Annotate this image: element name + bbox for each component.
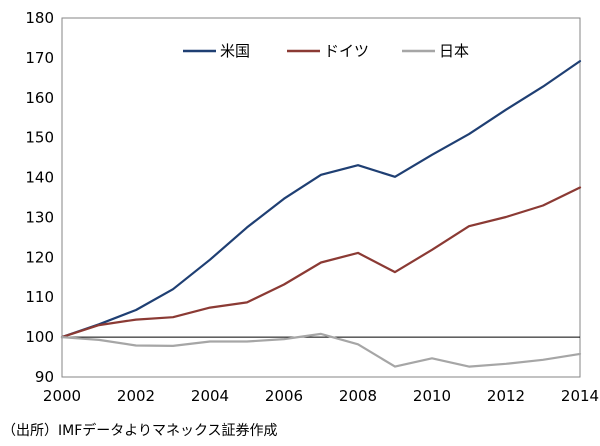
y-tick-label: 160 [25, 89, 54, 107]
x-tick-label: 2010 [413, 387, 451, 405]
source-note: （出所）IMFデータよりマネックス証券作成 [2, 423, 278, 439]
series-line-1 [60, 59, 582, 339]
legend: 米国 ドイツ 日本 [183, 42, 469, 60]
x-tick-label: 2004 [191, 387, 229, 405]
series-line-3 [60, 332, 582, 368]
plot-area [61, 17, 581, 378]
y-tick-label: 150 [25, 129, 54, 147]
y-tick-label: 120 [25, 248, 54, 266]
y-tick-label: 100 [25, 328, 54, 346]
x-axis: 2000 2002 2004 2006 2008 2010 2012 2014 [43, 387, 599, 405]
series-line-2 [60, 186, 582, 339]
legend-label-2: ドイツ [324, 42, 369, 60]
x-tick-label: 2006 [265, 387, 303, 405]
legend-label-3: 日本 [439, 42, 469, 60]
x-tick-label: 2000 [43, 387, 81, 405]
x-tick-label: 2002 [117, 387, 155, 405]
y-tick-label: 90 [35, 368, 54, 386]
x-tick-label: 2014 [561, 387, 599, 405]
legend-label-1: 米国 [220, 42, 250, 60]
y-tick-label: 140 [25, 169, 54, 187]
x-tick-label: 2008 [339, 387, 377, 405]
x-tick-label: 2012 [487, 387, 525, 405]
y-tick-label: 170 [25, 49, 54, 67]
y-tick-label: 180 [25, 9, 54, 27]
series-lines [60, 59, 582, 368]
y-tick-label: 110 [25, 288, 54, 306]
y-tick-label: 130 [25, 208, 54, 226]
y-axis: 90 100 110 120 130 140 150 160 170 180 [25, 9, 54, 386]
